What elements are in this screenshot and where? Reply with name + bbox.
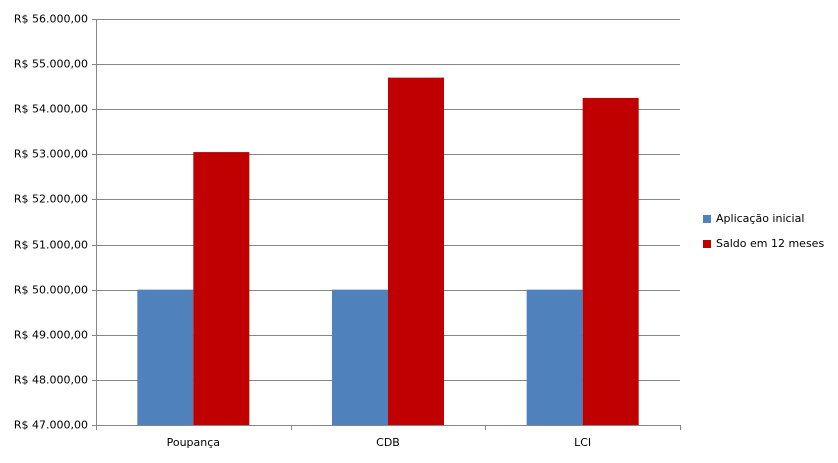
legend-swatch xyxy=(703,240,711,248)
bar xyxy=(137,289,194,425)
legend-swatch xyxy=(703,215,711,223)
bar xyxy=(388,77,444,426)
y-tick-label: R$ 53.000,00 xyxy=(14,148,88,161)
y-tick-label: R$ 54.000,00 xyxy=(14,103,88,116)
y-tick-label: R$ 56.000,00 xyxy=(14,13,88,26)
bar xyxy=(526,289,583,425)
x-tick-label: Poupança xyxy=(167,436,220,449)
y-tick-label: R$ 55.000,00 xyxy=(14,58,88,71)
bar xyxy=(332,289,388,425)
y-tick-label: R$ 48.000,00 xyxy=(14,374,88,387)
y-tick-label: R$ 51.000,00 xyxy=(14,239,88,252)
x-tick-label: LCI xyxy=(574,436,591,449)
x-tick-label: CDB xyxy=(376,436,400,449)
y-tick-label: R$ 49.000,00 xyxy=(14,329,88,342)
y-tick-label: R$ 50.000,00 xyxy=(14,284,88,297)
bar xyxy=(582,97,639,425)
legend-label: Aplicação inicial xyxy=(716,212,804,225)
bar xyxy=(193,152,250,426)
y-tick-label: R$ 52.000,00 xyxy=(14,193,88,206)
y-tick-label: R$ 47.000,00 xyxy=(14,419,88,432)
legend-label: Saldo em 12 meses xyxy=(716,237,824,250)
